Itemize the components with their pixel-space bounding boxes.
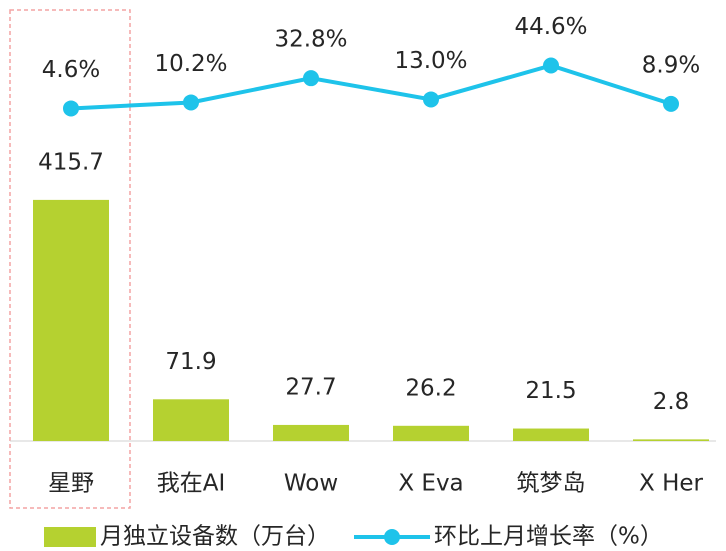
bar xyxy=(633,439,709,441)
bar xyxy=(153,399,229,441)
line xyxy=(70,63,672,111)
line-value-label: 10.2% xyxy=(154,51,227,77)
highlight-box xyxy=(9,9,131,509)
line-value-label: 44.6% xyxy=(514,14,587,40)
x-tick-label: 星野 xyxy=(48,471,94,497)
bar xyxy=(513,428,589,441)
bar-value-label: 27.7 xyxy=(285,374,336,400)
legend-swatch-marker xyxy=(384,529,400,545)
line-value-label: 13.0% xyxy=(394,48,467,74)
legend-label: 环比上月增长率（%） xyxy=(434,524,663,550)
line-value-label: 32.8% xyxy=(274,27,347,53)
x-tick-label: Wow xyxy=(284,471,338,497)
line-point xyxy=(63,100,79,117)
bar xyxy=(393,425,469,441)
x-tick-label: X Eva xyxy=(398,471,463,497)
bar-value-label: 26.2 xyxy=(405,375,456,401)
bar-value-label: 21.5 xyxy=(525,378,576,404)
bar-value-label: 2.8 xyxy=(653,389,690,415)
legend-label: 月独立设备数（万台） xyxy=(100,524,330,550)
x-tick-label: 我在AI xyxy=(157,471,226,497)
legend-swatch xyxy=(44,527,96,547)
bar xyxy=(273,424,349,441)
line-point xyxy=(303,70,319,87)
line-point xyxy=(663,95,679,112)
x-tick-label: X Her xyxy=(639,471,704,497)
bar xyxy=(33,199,109,441)
bar-value-label: 415.7 xyxy=(38,149,104,175)
bar-value-label: 71.9 xyxy=(165,349,216,375)
line-value-label: 4.6% xyxy=(42,57,100,83)
line-point xyxy=(183,94,199,111)
line-value-label: 8.9% xyxy=(642,52,700,78)
line-point xyxy=(543,57,559,74)
x-tick-label: 筑梦岛 xyxy=(517,471,586,497)
line-point xyxy=(423,91,439,108)
